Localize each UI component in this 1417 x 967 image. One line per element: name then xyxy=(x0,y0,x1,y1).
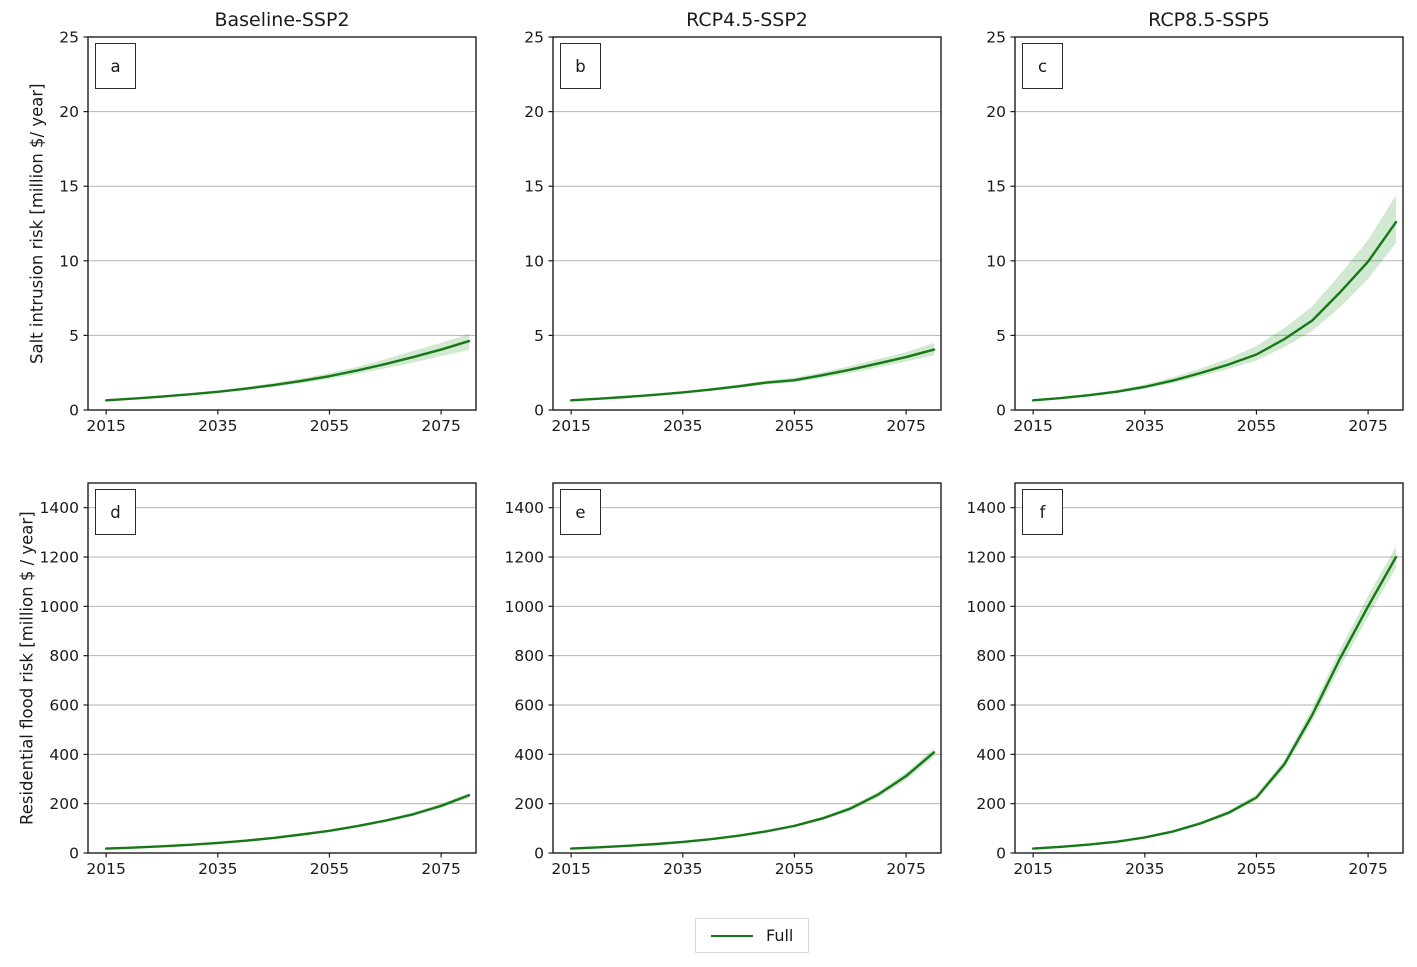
svg-text:1400: 1400 xyxy=(505,499,544,517)
svg-text:2035: 2035 xyxy=(198,417,237,435)
svg-text:2055: 2055 xyxy=(1237,417,1276,435)
svg-text:10: 10 xyxy=(59,252,79,270)
svg-text:25: 25 xyxy=(986,29,1006,47)
svg-text:800: 800 xyxy=(514,647,544,665)
svg-text:5: 5 xyxy=(69,327,79,345)
svg-text:2015: 2015 xyxy=(1013,417,1052,435)
svg-text:800: 800 xyxy=(49,647,79,665)
svg-text:2075: 2075 xyxy=(886,417,925,435)
panel-letter-badge-b: b xyxy=(560,43,601,89)
svg-text:2035: 2035 xyxy=(198,860,237,878)
svg-text:1400: 1400 xyxy=(967,499,1006,517)
svg-text:400: 400 xyxy=(976,746,1006,764)
svg-text:20: 20 xyxy=(59,103,79,121)
svg-text:1200: 1200 xyxy=(967,549,1006,567)
panel-letter-badge-e: e xyxy=(560,489,601,535)
svg-text:2015: 2015 xyxy=(86,860,125,878)
svg-text:1000: 1000 xyxy=(505,598,544,616)
svg-text:0: 0 xyxy=(69,845,79,863)
svg-text:400: 400 xyxy=(49,746,79,764)
svg-text:15: 15 xyxy=(59,178,79,196)
svg-text:2055: 2055 xyxy=(310,417,349,435)
svg-text:2075: 2075 xyxy=(1348,417,1387,435)
svg-text:2075: 2075 xyxy=(421,417,460,435)
svg-text:2015: 2015 xyxy=(86,417,125,435)
svg-text:2035: 2035 xyxy=(663,860,702,878)
svg-text:0: 0 xyxy=(534,845,544,863)
y-axis-label-residential-flood: Residential flood risk [million $ / year… xyxy=(17,511,37,825)
svg-text:5: 5 xyxy=(996,327,1006,345)
svg-text:1200: 1200 xyxy=(40,549,79,567)
svg-text:0: 0 xyxy=(534,402,544,420)
svg-text:20: 20 xyxy=(524,103,544,121)
svg-text:1400: 1400 xyxy=(40,499,79,517)
svg-text:2015: 2015 xyxy=(551,417,590,435)
svg-text:2055: 2055 xyxy=(310,860,349,878)
svg-text:2035: 2035 xyxy=(1125,417,1164,435)
svg-text:2075: 2075 xyxy=(1348,860,1387,878)
svg-text:800: 800 xyxy=(976,647,1006,665)
svg-text:10: 10 xyxy=(986,252,1006,270)
svg-text:2035: 2035 xyxy=(663,417,702,435)
svg-text:1000: 1000 xyxy=(40,598,79,616)
svg-text:2055: 2055 xyxy=(775,417,814,435)
svg-text:200: 200 xyxy=(976,795,1006,813)
svg-text:2055: 2055 xyxy=(1237,860,1276,878)
svg-text:25: 25 xyxy=(524,29,544,47)
svg-text:0: 0 xyxy=(996,845,1006,863)
panel-title-baseline-ssp2: Baseline-SSP2 xyxy=(214,9,350,31)
svg-text:25: 25 xyxy=(59,29,79,47)
svg-text:5: 5 xyxy=(534,327,544,345)
svg-text:1200: 1200 xyxy=(505,549,544,567)
svg-text:10: 10 xyxy=(524,252,544,270)
panel-title-rcp85-ssp5: RCP8.5-SSP5 xyxy=(1148,9,1270,31)
panel-letter-badge-a: a xyxy=(95,43,136,89)
svg-text:600: 600 xyxy=(49,697,79,715)
legend-label: Full xyxy=(766,926,794,945)
y-axis-label-salt-intrusion: Salt intrusion risk [million $/ year] xyxy=(27,83,47,364)
svg-text:15: 15 xyxy=(524,178,544,196)
svg-text:0: 0 xyxy=(996,402,1006,420)
svg-text:0: 0 xyxy=(69,402,79,420)
svg-text:2055: 2055 xyxy=(775,860,814,878)
svg-text:600: 600 xyxy=(514,697,544,715)
panel-letter-badge-c: c xyxy=(1022,43,1063,89)
svg-text:600: 600 xyxy=(976,697,1006,715)
svg-text:2015: 2015 xyxy=(1013,860,1052,878)
panel-title-rcp45-ssp2: RCP4.5-SSP2 xyxy=(686,9,808,31)
svg-text:400: 400 xyxy=(514,746,544,764)
svg-text:200: 200 xyxy=(49,795,79,813)
panel-letter-badge-f: f xyxy=(1022,489,1063,535)
svg-text:2035: 2035 xyxy=(1125,860,1164,878)
svg-text:2075: 2075 xyxy=(886,860,925,878)
svg-text:20: 20 xyxy=(986,103,1006,121)
svg-text:15: 15 xyxy=(986,178,1006,196)
svg-text:2075: 2075 xyxy=(421,860,460,878)
panel-letter-badge-d: d xyxy=(95,489,136,535)
svg-text:200: 200 xyxy=(514,795,544,813)
legend: Full xyxy=(695,918,810,953)
legend-line-swatch xyxy=(711,934,753,937)
svg-text:2015: 2015 xyxy=(551,860,590,878)
svg-text:1000: 1000 xyxy=(967,598,1006,616)
